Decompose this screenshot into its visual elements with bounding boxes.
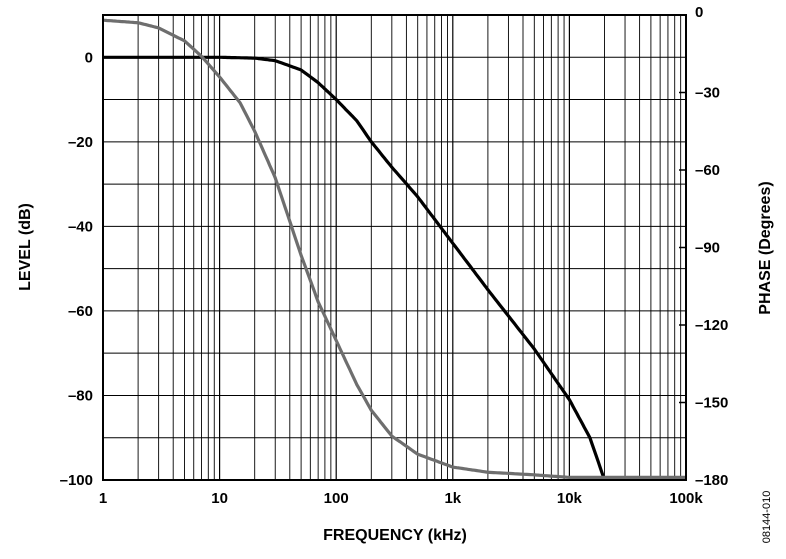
figure-id: 08144-010 (761, 491, 773, 544)
y-tick-label-right: –120 (695, 317, 728, 334)
y-tick-label-left: –80 (68, 387, 93, 404)
y-tick-label-left: –60 (68, 303, 93, 320)
y-tick-label-left: 0 (85, 49, 93, 66)
x-tick-label: 1 (99, 490, 107, 507)
y-tick-label-right: 0 (695, 4, 703, 21)
x-tick-label: 100k (669, 490, 703, 507)
plot-frame (102, 14, 687, 481)
x-tick-label: 1k (444, 490, 461, 507)
y-axis-title-right: PHASE (Degrees) (757, 181, 774, 314)
y-tick-label-right: –180 (695, 472, 728, 489)
grid (102, 14, 686, 481)
x-tick-label: 100 (324, 490, 349, 507)
y-tick-label-right: –150 (695, 395, 728, 412)
y-tick-label-right: –90 (695, 240, 720, 257)
x-tick-label: 10 (211, 490, 228, 507)
series-level-line (103, 55, 607, 481)
ticks-layer: 1 10 100 1k 10k 100k 0 –20 –40 –60 –80 –100 0 –30 –60 –… (60, 4, 729, 507)
y-tick-label-left: –20 (68, 134, 93, 151)
series-layer (102, 18, 686, 481)
series-phase-line (102, 18, 686, 479)
y-tick-label-right: –30 (695, 85, 720, 102)
y-tick-label-left: –100 (60, 472, 93, 489)
x-axis-title: FREQUENCY (kHz) (323, 527, 467, 544)
y-axis-title-left: LEVEL (dB) (17, 203, 34, 291)
y-tick-label-left: –40 (68, 218, 93, 235)
y-tick-label-right: –60 (695, 162, 720, 179)
x-tick-label: 10k (557, 490, 583, 507)
